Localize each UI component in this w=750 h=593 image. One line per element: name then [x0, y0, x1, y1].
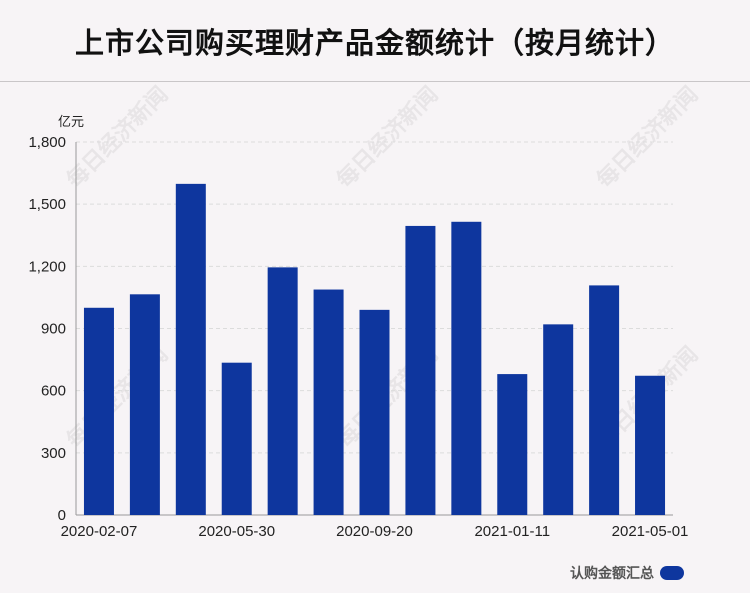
bar — [83, 307, 114, 515]
bar — [129, 294, 160, 515]
y-tick-label: 0 — [58, 507, 66, 524]
bar — [221, 362, 252, 515]
bar — [313, 289, 344, 515]
bar — [589, 285, 620, 515]
bar — [175, 183, 206, 515]
y-tick-label: 300 — [41, 445, 66, 462]
bar — [405, 225, 436, 516]
x-tick-label: 2021-01-11 — [474, 523, 550, 540]
y-tick-label: 1,500 — [28, 196, 66, 213]
bar — [635, 375, 666, 515]
legend-label: 认购金额汇总 — [570, 566, 654, 582]
y-tick-label: 1,200 — [28, 258, 66, 275]
x-tick-label: 2020-05-30 — [198, 523, 275, 540]
bar — [543, 324, 574, 515]
y-tick-label: 600 — [41, 383, 66, 400]
x-tick-label: 2020-09-20 — [336, 523, 413, 540]
y-axis-label: 亿元 — [58, 115, 84, 130]
legend-swatch — [660, 566, 684, 580]
bar — [451, 221, 482, 515]
chart-title: 上市公司购买理财产品金额统计（按月统计） — [74, 26, 675, 60]
x-tick-label: 2021-05-01 — [612, 523, 689, 540]
x-tick-label: 2020-02-07 — [61, 523, 138, 540]
y-tick-label: 1,800 — [28, 134, 66, 151]
legend: 认购金额汇总 — [570, 563, 684, 583]
y-tick-label: 900 — [41, 321, 66, 338]
bar — [267, 267, 298, 515]
title-divider — [0, 81, 750, 82]
bar — [497, 374, 528, 515]
bar — [359, 309, 390, 515]
